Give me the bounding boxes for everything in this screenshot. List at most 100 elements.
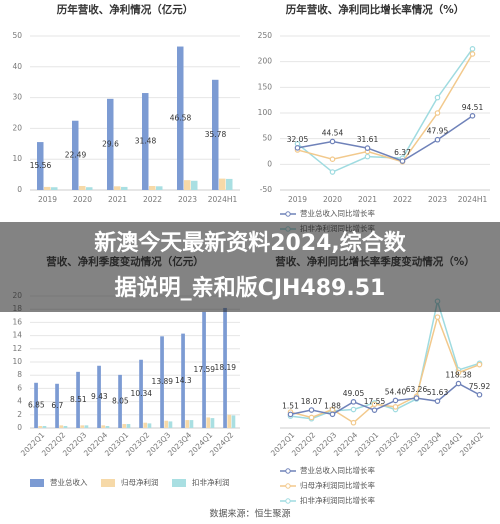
point [329, 138, 336, 145]
data-label: 22.49 [65, 150, 87, 159]
bar [223, 307, 227, 428]
y-tick-label: 8 [17, 370, 22, 379]
x-tick-label: 2020 [323, 195, 342, 204]
bar [114, 186, 121, 190]
data-label: 6.7 [51, 401, 63, 410]
bar [121, 186, 128, 190]
bar [55, 383, 59, 428]
bar [160, 336, 164, 428]
data-label: 6.37 [394, 148, 411, 157]
data-label: 1.51 [282, 401, 299, 410]
point [371, 401, 378, 408]
bar [34, 382, 38, 428]
data-label: 75.92 [469, 382, 491, 391]
point [329, 169, 336, 175]
x-tick-label: 2019 [38, 195, 57, 204]
legend-swatch [285, 468, 291, 474]
bar [191, 180, 198, 190]
point [399, 158, 406, 164]
bar [101, 425, 106, 428]
point [469, 51, 476, 57]
legend-label: 扣非净利润 [192, 477, 230, 487]
chart-title: 历年营收、净利同比增长率情况（%） [286, 3, 465, 16]
bar [86, 187, 93, 190]
data-label: 15.56 [30, 161, 52, 170]
x-tick-label: 2021 [108, 195, 127, 204]
point [308, 407, 315, 413]
point [350, 419, 357, 426]
data-label: 44.54 [322, 128, 344, 137]
data-label: 118.38 [445, 371, 471, 380]
bar [185, 420, 190, 428]
x-tick-label: 2024H1 [458, 195, 488, 204]
bar [37, 142, 44, 190]
bar [38, 426, 43, 428]
legend-swatch [30, 479, 44, 487]
legend-swatch [285, 211, 291, 217]
y-tick-label: 20 [12, 123, 22, 132]
bar [80, 425, 85, 428]
x-tick-label: 2024H1 [208, 195, 238, 204]
point [350, 399, 357, 405]
point [434, 110, 441, 116]
point [434, 398, 441, 404]
point [364, 145, 371, 151]
bar [202, 311, 206, 428]
y-tick-label: 0 [17, 185, 22, 194]
point [434, 94, 441, 101]
data-label: 31.61 [357, 135, 379, 144]
bar [143, 422, 148, 428]
point [476, 361, 483, 368]
bar [226, 178, 233, 190]
bar [76, 371, 80, 428]
legend-swatch [285, 498, 291, 504]
point [371, 407, 378, 413]
data-label: 8.51 [70, 395, 87, 404]
bar [149, 185, 156, 190]
bar [42, 426, 47, 428]
point [455, 369, 462, 376]
point [434, 136, 441, 143]
banner-line: 据说明_亲和版CJH489.51 [115, 275, 386, 301]
line [297, 115, 473, 162]
y-tick-label: 250 [258, 31, 273, 40]
bar [79, 185, 86, 190]
y-tick-label: 50 [12, 31, 22, 40]
bar [105, 426, 110, 428]
bar [231, 415, 236, 428]
y-tick-label: -50 [260, 185, 272, 194]
x-tick-label: 2022 [143, 195, 162, 204]
legend-swatch [285, 483, 291, 489]
legend-label: 归母净利润同比增长率 [300, 480, 375, 490]
y-tick-label: 0 [267, 159, 272, 168]
bar [72, 120, 79, 190]
bar [181, 333, 185, 428]
data-label: 29.6 [102, 139, 119, 148]
y-tick-label: 200 [258, 57, 273, 66]
data-label: 47.95 [427, 127, 449, 136]
bar [189, 420, 194, 428]
bar [122, 424, 127, 428]
legend-label: 归母净利润 [121, 477, 159, 487]
data-label: 35.78 [205, 130, 227, 139]
bar [164, 420, 169, 428]
data-label: 49.05 [343, 389, 365, 398]
x-tick-label: 2020 [73, 195, 92, 204]
bar [147, 423, 152, 428]
point [455, 380, 462, 387]
y-tick-label: 0 [17, 423, 22, 432]
y-tick-label: 6 [17, 383, 22, 392]
line [297, 53, 474, 163]
bar [177, 46, 184, 190]
chart-title: 历年营收、净利情况（亿元） [57, 3, 194, 16]
data-label: 13.89 [152, 377, 174, 386]
data-label: 17.55 [364, 397, 386, 406]
x-tick-label: 2021 [358, 195, 377, 204]
data-label: 6.85 [28, 400, 45, 409]
data-label: 14.3 [175, 376, 192, 385]
point [392, 397, 399, 404]
y-tick-label: 10 [12, 154, 22, 163]
bar [206, 417, 211, 428]
point [469, 46, 476, 52]
